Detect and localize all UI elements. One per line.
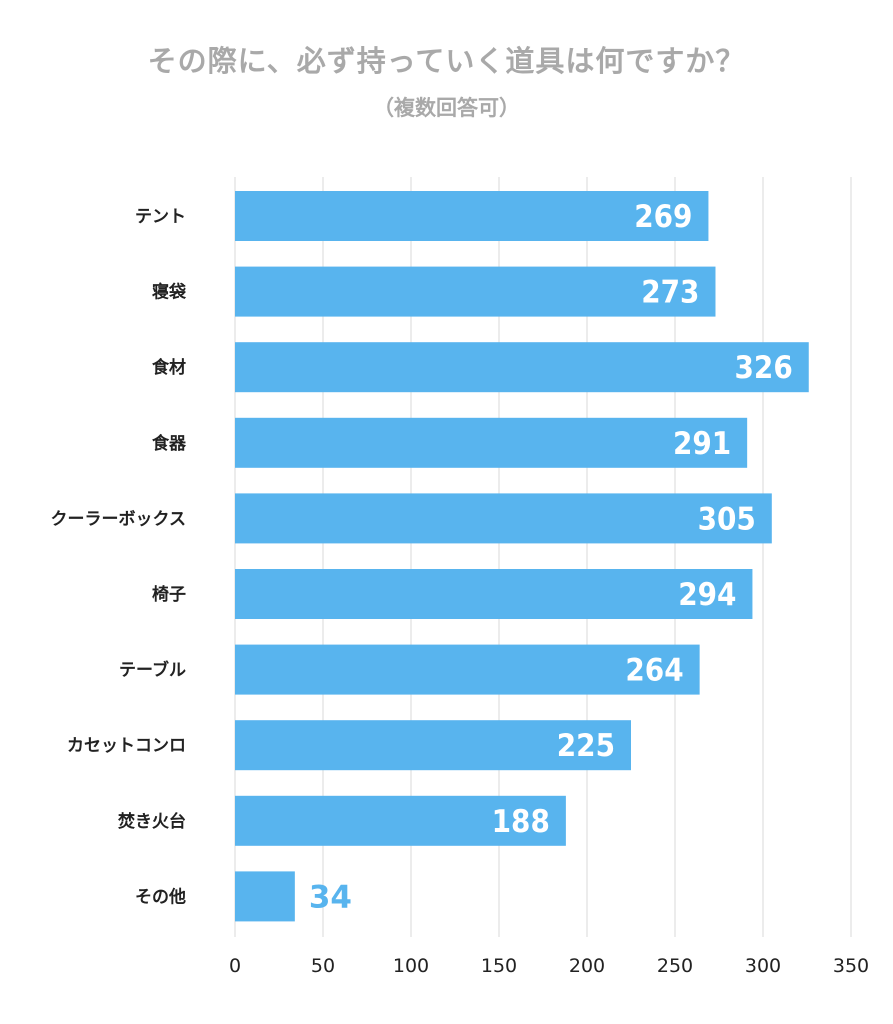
category-label: 寝袋 <box>152 282 187 303</box>
bars: 269 273 326 291 305 294 264 225 188 34 <box>235 191 809 922</box>
x-tick-label: 100 <box>393 955 429 977</box>
x-axis-ticks: 0 50 100 150 200 250 300 350 <box>229 955 869 977</box>
category-label: 椅子 <box>152 584 186 605</box>
data-label: 269 <box>634 199 692 235</box>
x-tick-label: 0 <box>229 955 241 977</box>
category-label: 食器 <box>152 433 187 454</box>
x-tick-label: 250 <box>657 955 693 977</box>
data-label: 273 <box>641 275 699 311</box>
x-tick-label: 350 <box>833 955 869 977</box>
data-label: 264 <box>625 653 683 689</box>
data-label: 188 <box>492 804 550 840</box>
data-label: 294 <box>678 577 736 613</box>
bar <box>235 644 700 695</box>
category-label: その他 <box>135 886 186 907</box>
data-label: 326 <box>735 350 793 386</box>
bar <box>235 569 753 619</box>
x-tick-label: 150 <box>481 955 517 977</box>
data-label: 305 <box>698 501 756 537</box>
bar <box>235 795 566 846</box>
category-label: カセットコンロ <box>67 736 186 756</box>
bar <box>235 871 295 922</box>
chart-subtitle: （複数回答可） <box>373 96 520 120</box>
data-label: 34 <box>309 879 352 915</box>
x-tick-label: 200 <box>569 955 605 977</box>
data-label: 291 <box>673 426 731 462</box>
bar <box>235 417 748 468</box>
category-label: 食材 <box>152 357 186 378</box>
x-tick-label: 50 <box>311 955 335 977</box>
x-tick-label: 300 <box>745 955 781 977</box>
category-label: テント <box>135 207 186 227</box>
bar <box>235 342 809 393</box>
bar <box>235 493 772 544</box>
category-label: クーラーボックス <box>51 509 187 529</box>
bar <box>235 191 709 241</box>
category-label: テーブル <box>119 660 186 681</box>
category-label: 焚き火台 <box>117 811 186 832</box>
chart-title: その際に、必ず持っていく道具は何ですか？ <box>147 44 746 78</box>
bar <box>235 720 631 771</box>
data-label: 225 <box>557 728 615 764</box>
bar <box>235 266 716 317</box>
